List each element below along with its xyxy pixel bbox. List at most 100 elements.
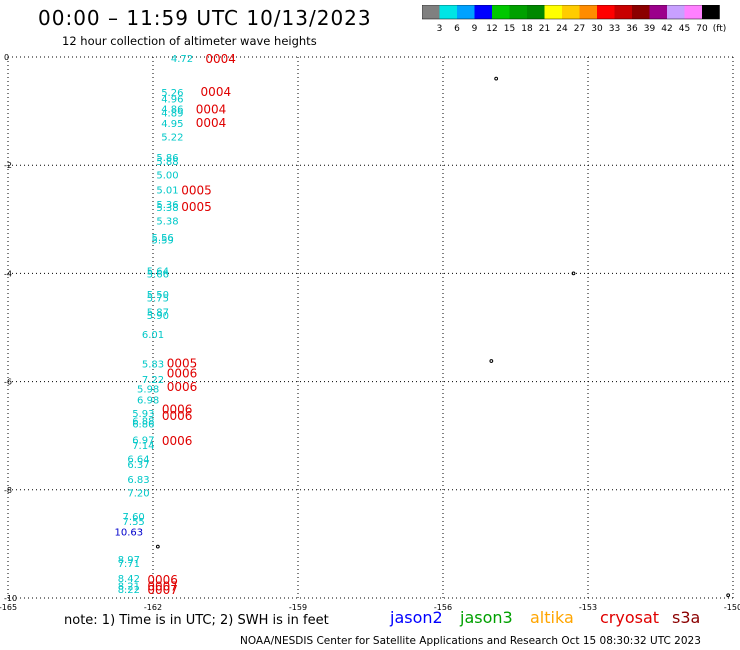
colorbar-label: 18: [521, 24, 533, 34]
wave-height-label: 6.98: [137, 395, 159, 406]
map-subtitle: 12 hour collection of altimeter wave hei…: [62, 34, 317, 48]
colorbar-label: 6: [454, 24, 460, 34]
units-note: note: 1) Time is in UTC; 2) SWH is in fe…: [64, 613, 329, 628]
colorbar-swatch: [597, 5, 615, 19]
time-tag-label: 0006: [162, 434, 193, 448]
longitude-tick-label: -150: [724, 603, 740, 612]
wave-height-label: 4.95: [161, 119, 183, 130]
island-outline: [155, 544, 160, 549]
latitude-tick-label: 0: [4, 53, 9, 62]
colorbar-swatch: [614, 5, 632, 19]
wave-height-label: 8.21: [118, 582, 140, 593]
time-tag-label: 0007: [147, 583, 178, 597]
longitude-tick-label: -165: [0, 603, 17, 612]
longitude-tick-label: -156: [434, 603, 452, 612]
time-tag-label: 0005: [167, 357, 198, 371]
wave-height-label: 6.83: [127, 475, 149, 486]
latitude-tick-label: -10: [4, 594, 17, 603]
colorbar-label: 21: [539, 24, 550, 34]
wave-height-label: 5.93: [132, 409, 154, 420]
longitude-tick-label: -162: [144, 603, 162, 612]
longitude-tick-label: -159: [289, 603, 307, 612]
wave-height-label: 6.01: [142, 330, 164, 341]
wave-height-label: 8.22: [118, 585, 140, 596]
colorbar-label: 39: [644, 24, 656, 34]
wave-height-label: 4.96: [161, 95, 183, 106]
wave-height-label: 5.26: [161, 88, 183, 99]
wave-height-label: 5.75: [147, 294, 169, 305]
wave-height-label: 5.66: [147, 269, 169, 280]
colorbar-label: 3: [437, 24, 443, 34]
wave-height-label: 8.42: [118, 574, 140, 585]
island-outline: [489, 359, 494, 363]
wave-height-label: 6.88: [132, 417, 154, 428]
wave-height-label: 5.38: [156, 203, 178, 214]
wave-height-label: 5.38: [156, 216, 178, 227]
wave-height-label: 5.88: [156, 157, 178, 168]
colorbar-legend: 3 6 9 12 15 18 21 24 27 30 33 36 39 42 45 70 (ft): [422, 5, 727, 34]
wave-height-label: 7.14: [132, 441, 154, 452]
colorbar-label: 12: [486, 24, 497, 34]
legend-cryosat: cryosat: [600, 608, 660, 627]
colorbar-label: 9: [472, 24, 478, 34]
wave-height-label: 5.98: [137, 385, 159, 396]
colorbar-swatch: [422, 5, 440, 19]
wave-height-label: 7.55: [123, 517, 145, 528]
colorbar-swatch: [632, 5, 650, 19]
latitude-tick-label: -4: [4, 269, 12, 278]
wave-height-label: 6.86: [132, 419, 154, 430]
time-tag-label: 0005: [181, 184, 212, 198]
wave-height-label: 5.59: [152, 235, 174, 246]
colorbar-swatch: [439, 5, 457, 19]
wave-height-label: 4.89: [161, 109, 183, 120]
colorbar-swatch: [562, 5, 580, 19]
legend-s3a: s3a: [672, 608, 701, 627]
colorbar-frame: [422, 5, 720, 20]
wave-height-label: 5.86: [156, 153, 178, 164]
colorbar-swatch: [544, 5, 562, 19]
wave-height-label: 10.63: [115, 527, 144, 538]
latitude-tick-label: -2: [4, 161, 12, 170]
map-title: 00:00 – 11:59 UTC 10/13/2023: [38, 6, 372, 30]
time-tag-label: 0005: [181, 200, 212, 214]
colorbar-label: 15: [504, 24, 515, 34]
wave-height-label: 7.71: [118, 559, 140, 570]
wave-height-map: -165 -162 -159 -156 -153 -150 0 -2 -4 -6 -8 -10 4.72…: [0, 52, 740, 612]
longitude-tick-label: -153: [579, 603, 597, 612]
wave-height-label: 6.97: [132, 435, 154, 446]
wave-height-label: 5.87: [147, 307, 169, 318]
wave-height-label: 5.83: [142, 360, 164, 371]
colorbar-swatch: [667, 5, 685, 19]
wave-height-label: 7.22: [142, 375, 164, 386]
colorbar-swatch: [457, 5, 475, 19]
colorbar-swatch: [649, 5, 667, 19]
wave-height-label: 5.22: [161, 133, 183, 144]
colorbar-label: (ft): [713, 24, 727, 34]
island-outline: [494, 76, 499, 81]
colorbar-swatch: [492, 5, 510, 19]
latitude-tick-label: -8: [4, 486, 12, 495]
colorbar-swatch: [579, 5, 597, 19]
wave-height-label: 6.64: [127, 454, 149, 465]
wave-height-label: 5.50: [147, 290, 169, 301]
island-outline: [571, 271, 576, 276]
wave-height-label: 7.20: [127, 489, 149, 500]
colorbar-swatch: [527, 5, 545, 19]
colorbar-label: 30: [591, 24, 603, 34]
wave-height-label: 5.56: [152, 233, 174, 244]
time-tag-label: 0006: [162, 403, 193, 417]
colorbar-label: 27: [574, 24, 585, 34]
wave-height-label: 4.72: [171, 54, 193, 65]
colorbar-swatch: [684, 5, 702, 19]
colorbar-label: 42: [661, 24, 672, 34]
legend-altika: altika: [530, 608, 574, 627]
time-tag-label: 0006: [147, 573, 178, 587]
time-tag-label: 0004: [196, 116, 227, 130]
colorbar-label: 36: [626, 24, 638, 34]
colorbar-swatch: [509, 5, 527, 19]
wave-height-label: 5.01: [156, 186, 178, 197]
colorbar-label: 70: [696, 24, 708, 34]
wave-height-label: 4.86: [161, 104, 183, 115]
credit-footer: NOAA/NESDIS Center for Satellite Applica…: [240, 635, 701, 647]
wave-height-label: 5.00: [156, 170, 178, 181]
